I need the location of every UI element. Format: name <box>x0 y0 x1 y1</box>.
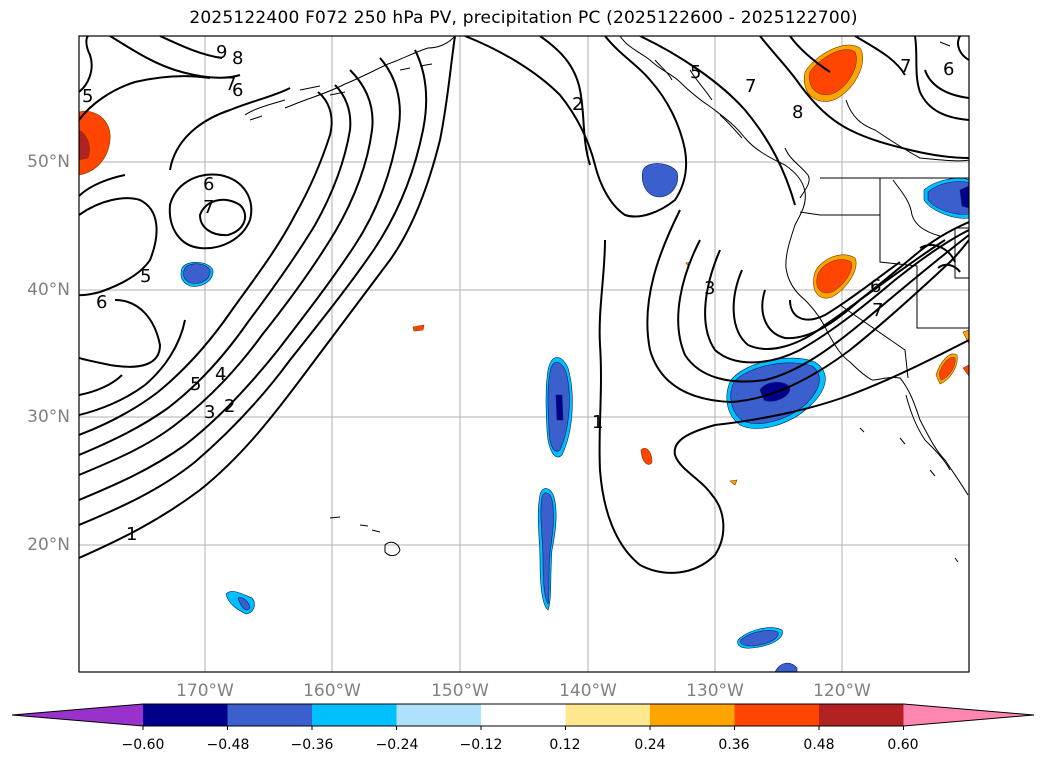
colorbar-label: −0.48 <box>206 737 250 753</box>
contour-label: 7 <box>900 56 911 77</box>
contour-label: 6 <box>203 174 214 195</box>
lon-label-150w: 150°W <box>431 681 489 701</box>
contour-label: 5 <box>190 374 201 395</box>
contour-label: 6 <box>870 276 881 297</box>
contour-label: 7 <box>745 76 756 97</box>
contour-label: 8 <box>792 102 803 123</box>
contour-label: 3 <box>704 278 715 299</box>
colorbar-segment <box>734 704 820 726</box>
contour-label: 9 <box>216 42 227 63</box>
colorbar-extend-low <box>12 704 143 726</box>
contour-label: 3 <box>204 402 215 423</box>
colorbar-segment <box>396 704 482 726</box>
map-background <box>79 36 969 672</box>
lat-label-30n: 30°N <box>27 407 70 427</box>
contour-label: 6 <box>96 292 107 313</box>
lon-label-170w: 170°W <box>176 681 234 701</box>
contour-label: 5 <box>140 266 151 287</box>
gridlines <box>79 36 969 672</box>
contour-label: 7 <box>872 300 883 321</box>
colorbar-label: 0.36 <box>718 737 750 753</box>
colorbar-segment <box>481 704 566 726</box>
contour-label: 2 <box>224 396 235 417</box>
contour-label: 2 <box>572 94 583 115</box>
precip-positive-areas <box>79 44 969 486</box>
colorbar-segment <box>819 704 904 726</box>
contour-labels: 9 8 7 6 5 6 7 5 6 5 4 3 2 1 2 3 1 5 7 8 … <box>82 42 954 545</box>
contour-label: 6 <box>943 59 954 80</box>
colorbar-segment <box>227 704 313 726</box>
colorbar-segment <box>143 704 228 726</box>
colorbar-extend-high <box>903 704 1034 726</box>
colorbar-label: 0.12 <box>549 737 581 753</box>
map-frame <box>78 35 970 673</box>
colorbar-label: −0.36 <box>290 737 334 753</box>
colorbar <box>11 703 1035 730</box>
contour-label: 1 <box>592 412 603 433</box>
colorbar-label: 0.60 <box>887 737 919 753</box>
contour-label: 5 <box>82 86 93 107</box>
pv-contours <box>79 36 969 574</box>
colorbar-segment <box>565 704 651 726</box>
colorbar-label: 0.48 <box>803 737 835 753</box>
colorbar-label: −0.24 <box>375 737 419 753</box>
lon-label-160w: 160°W <box>303 681 361 701</box>
colorbar-segment <box>650 704 735 726</box>
contour-label: 8 <box>232 48 243 69</box>
colorbar-label: −0.12 <box>459 737 503 753</box>
contour-label: 4 <box>215 364 226 385</box>
colorbar-label: 0.24 <box>634 737 666 753</box>
contour-label: 1 <box>126 524 137 545</box>
lat-label-40n: 40°N <box>27 280 70 300</box>
lon-label-120w: 120°W <box>813 681 871 701</box>
contour-label: 7 <box>203 197 214 218</box>
contour-label: 7 <box>225 74 236 95</box>
colorbar-segment <box>312 704 397 726</box>
lon-label-140w: 140°W <box>559 681 617 701</box>
lat-label-20n: 20°N <box>27 535 70 555</box>
lon-label-130w: 130°W <box>686 681 744 701</box>
contour-label: 5 <box>690 62 701 83</box>
colorbar-label: −0.60 <box>121 737 165 753</box>
contour-label: 6 <box>232 80 243 101</box>
map-title: 2025122400 F072 250 hPa PV, precipitatio… <box>189 8 858 28</box>
lat-label-50n: 50°N <box>27 152 70 172</box>
